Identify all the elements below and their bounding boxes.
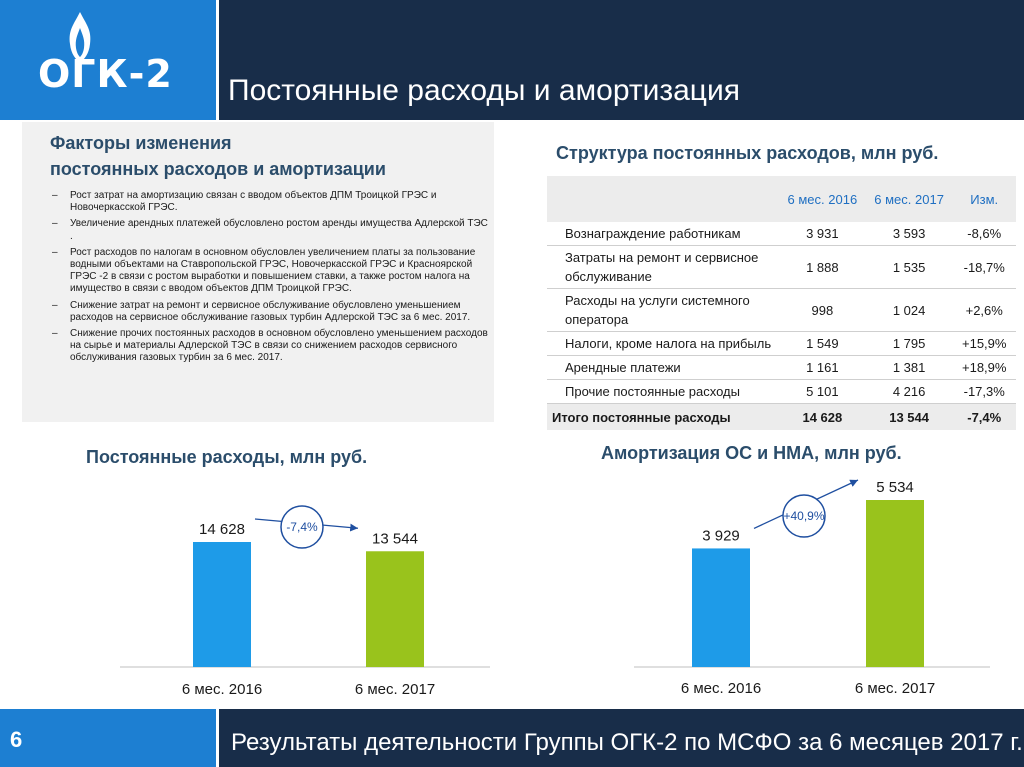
row-change: -8,6% — [952, 222, 1016, 246]
row-2016: 3 931 — [779, 222, 866, 246]
factor-item: – Увеличение арендных платежей обусловлен… — [52, 218, 492, 242]
row-name: Арендные платежи — [547, 355, 779, 380]
bullet-dash: – — [52, 299, 58, 311]
table-row: Арендные платежи 1 161 1 381 +18,9% — [547, 355, 1016, 380]
factor-text: Рост затрат на амортизацию связан с ввод… — [70, 190, 437, 214]
table-header-2017: 6 мес. 2017 — [865, 176, 953, 222]
factors-list: – Рост затрат на амортизацию связан с вво… — [52, 190, 492, 369]
row-2016: 1 549 — [779, 331, 866, 356]
row-name: Вознаграждение работникам — [547, 222, 779, 246]
table-row: Прочие постоянные расходы 5 101 4 216 -1… — [547, 379, 1016, 404]
factor-text: Снижение затрат на ремонт и сервисное об… — [70, 299, 471, 323]
structure-title: Структура постоянных расходов, млн руб. — [556, 143, 939, 163]
bar-value-label: 14 628 — [199, 521, 245, 538]
row-2017: 1 795 — [865, 331, 953, 356]
row-change: +2,6% — [952, 288, 1016, 332]
table-row: Затраты на ремонт и сервисное обслуживан… — [547, 245, 1016, 289]
bullet-dash: – — [52, 328, 58, 340]
change-bubble — [280, 505, 324, 549]
category-label: 6 мес. 2016 — [681, 680, 761, 697]
table-header-change: Изм. — [952, 176, 1016, 222]
factor-text: Увеличение арендных платежей обусловлено… — [70, 218, 488, 242]
category-label: 6 мес. 2016 — [182, 681, 262, 698]
factors-title-line2: постоянных расходов и амортизации — [50, 159, 386, 179]
table-row: Вознаграждение работникам 3 931 3 593 -8… — [547, 222, 1016, 246]
factors-title-line1: Факторы изменения — [50, 133, 232, 153]
change-bubble — [782, 494, 826, 538]
header-divider — [216, 0, 219, 120]
table-row: Налоги, кроме налога на прибыль 1 549 1 … — [547, 331, 1016, 356]
row-change: +15,9% — [952, 331, 1016, 356]
row-2016: 1 888 — [779, 245, 866, 289]
page-title: Постоянные расходы и амортизация — [228, 74, 740, 107]
logo-text: ОГК-2 — [38, 52, 173, 96]
row-2016: 1 161 — [779, 355, 866, 380]
page-number-box — [0, 709, 216, 767]
row-name: Прочие постоянные расходы — [547, 379, 779, 404]
factor-item: – Снижение затрат на ремонт и сервисное о… — [52, 300, 492, 324]
bar — [866, 500, 924, 667]
row-2016: 5 101 — [779, 379, 866, 404]
factors-panel — [22, 122, 494, 422]
row-name: Затраты на ремонт и сервисное обслуживан… — [547, 245, 779, 289]
header-bar — [219, 0, 1024, 120]
total-2016: 14 628 — [779, 403, 866, 430]
row-2016: 998 — [779, 288, 866, 332]
bar-value-label: 13 544 — [372, 530, 418, 547]
bar-value-label: 3 929 — [702, 527, 740, 544]
row-2017: 3 593 — [865, 222, 953, 246]
row-name: Расходы на услуги системного оператора — [547, 288, 779, 332]
bar — [692, 548, 750, 667]
total-change: -7,4% — [952, 403, 1016, 430]
bar-value-label: 5 534 — [876, 479, 914, 496]
table-header-row: 6 мес. 2016 6 мес. 2017 Изм. — [547, 176, 1016, 222]
row-change: -17,3% — [952, 379, 1016, 404]
flame-logo-icon — [69, 12, 91, 62]
fixed-costs-chart-title: Постоянные расходы, млн руб. — [86, 447, 368, 467]
row-change: +18,9% — [952, 355, 1016, 380]
factor-text: Снижение прочих постоянных расходов в ос… — [70, 328, 488, 364]
row-name: Налоги, кроме налога на прибыль — [547, 331, 779, 356]
category-label: 6 мес. 2017 — [355, 681, 435, 698]
row-2017: 1 381 — [865, 355, 953, 380]
footer-bar — [219, 709, 1024, 767]
bullet-dash: – — [52, 190, 58, 201]
footer-text: Результаты деятельности Группы ОГК-2 по … — [231, 729, 1023, 756]
bar — [193, 542, 251, 667]
structure-table: 6 мес. 2016 6 мес. 2017 Изм. Вознагражде… — [547, 176, 1016, 430]
factor-item: – Снижение прочих постоянных расходов в о… — [52, 328, 492, 365]
bar — [366, 551, 424, 667]
bullet-dash: – — [52, 218, 58, 230]
table-row: Расходы на услуги системного оператора 9… — [547, 288, 1016, 332]
factors-title: Факторы изменения постоянных расходов и … — [50, 130, 470, 182]
row-change: -18,7% — [952, 245, 1016, 289]
row-2017: 1 024 — [865, 288, 953, 332]
change-label: +40,9% — [783, 509, 824, 523]
table-header-name — [547, 176, 779, 222]
row-2017: 4 216 — [865, 379, 953, 404]
table-total-row: Итого постоянные расходы 14 628 13 544 -… — [547, 403, 1016, 430]
logo-panel: ОГК-2 — [0, 0, 216, 120]
depreciation-chart-title: Амортизация ОС и НМА, млн руб. — [601, 443, 902, 463]
category-label: 6 мес. 2017 — [855, 680, 935, 697]
total-name: Итого постоянные расходы — [547, 403, 779, 430]
factor-item: – Рост расходов по налогам в основном обу… — [52, 247, 492, 296]
factor-text: Рост расходов по налогам в основном обус… — [70, 246, 476, 295]
change-label: -7,4% — [286, 520, 318, 534]
total-2017: 13 544 — [865, 403, 953, 430]
table-header-2016: 6 мес. 2016 — [779, 176, 866, 222]
row-2017: 1 535 — [865, 245, 953, 289]
bullet-dash: – — [52, 246, 58, 258]
factor-item: – Рост затрат на амортизацию связан с вво… — [52, 190, 492, 214]
page-number: 6 — [10, 727, 23, 752]
